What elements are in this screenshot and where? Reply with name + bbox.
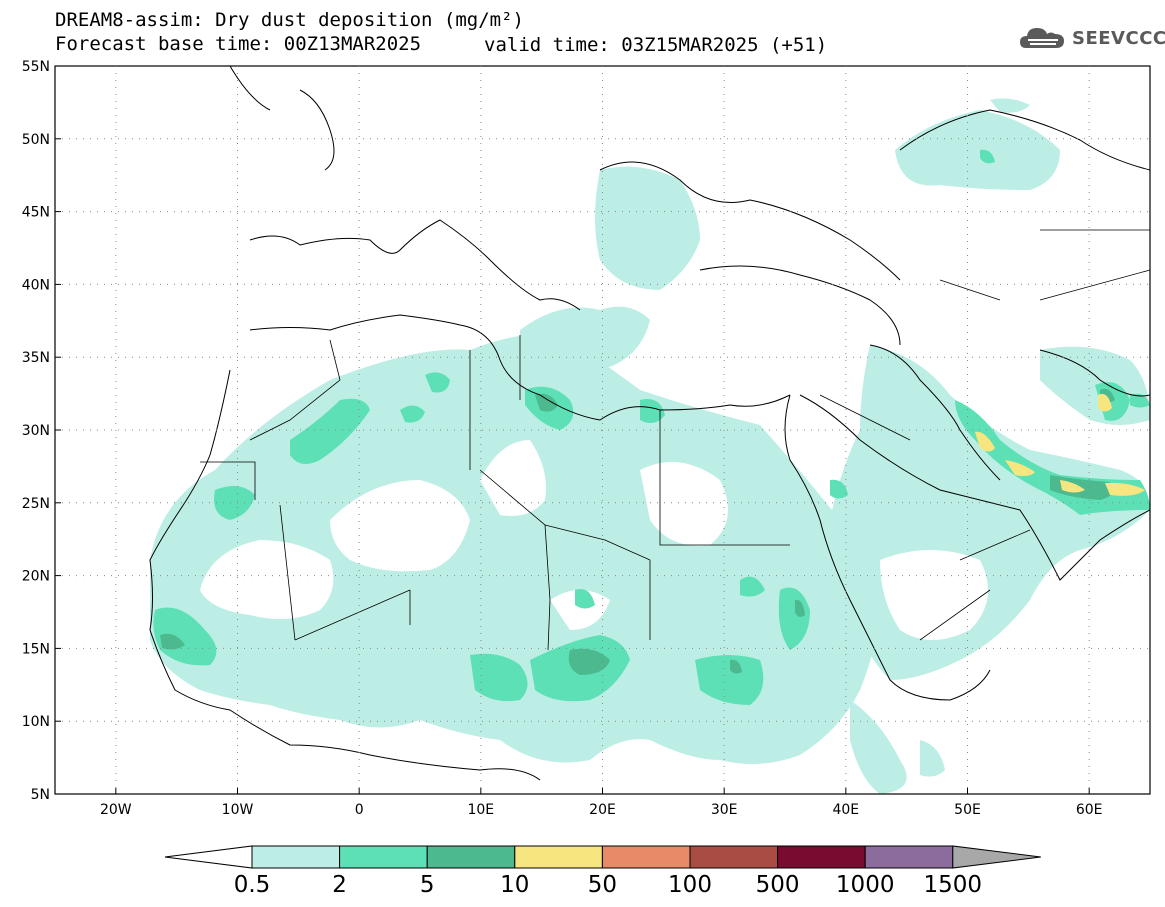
- lat-tick-label: 5N: [31, 787, 50, 803]
- contour-level-10: [975, 393, 1145, 496]
- colorbar-label: 500: [756, 872, 800, 898]
- logo-text: SEEVCCC: [1072, 27, 1165, 49]
- country-borders: [200, 229, 1150, 651]
- dust-contours: [150, 98, 1150, 794]
- colorbar-segment: [514, 845, 603, 869]
- lon-axis: 20W 10W 0 10E 20E 30E 40E 50E 60E: [100, 788, 1103, 818]
- colorbar-label: 5: [420, 872, 435, 898]
- forecast-base-time: Forecast base time: 00Z13MAR2025: [55, 33, 422, 55]
- lat-tick-label: 40N: [22, 277, 50, 293]
- lon-tick-label: 20E: [589, 802, 616, 818]
- colorbar-segment: [251, 845, 341, 869]
- lon-tick-label: 60E: [1076, 802, 1103, 818]
- lat-tick-label: 20N: [22, 569, 50, 585]
- colorbar-segment: [689, 845, 779, 869]
- colorbar-segment: [864, 845, 954, 869]
- colorbar-label: 50: [588, 872, 617, 898]
- lat-tick-label: 45N: [22, 205, 50, 221]
- map-title: DREAM8-assim: Dry dust deposition (mg/m²…: [55, 9, 524, 31]
- colorbar-label: 100: [668, 872, 712, 898]
- colorbar-under-arrow: [164, 845, 253, 869]
- colorbar-over-arrow: [952, 845, 1041, 869]
- seevccc-logo: SEEVCCC: [1018, 24, 1165, 52]
- lon-tick-label: 10E: [467, 802, 494, 818]
- colorbar-label: 10: [500, 872, 529, 898]
- colorbar-segment: [601, 845, 691, 869]
- colorbar-label: 1500: [924, 872, 983, 898]
- colorbar-segment: [777, 845, 866, 869]
- lat-tick-label: 35N: [22, 350, 50, 366]
- coastlines: [149, 66, 1150, 781]
- lat-tick-label: 15N: [22, 641, 50, 657]
- lon-tick-label: 50E: [954, 802, 981, 818]
- cloud-logo-icon: [1020, 28, 1064, 48]
- lon-tick-label: 40E: [832, 802, 859, 818]
- lon-tick-label: 0: [355, 802, 364, 818]
- lat-tick-label: 25N: [22, 496, 50, 512]
- lon-tick-label: 10W: [222, 802, 254, 818]
- lat-tick-label: 10N: [22, 714, 50, 730]
- lat-tick-label: 55N: [22, 59, 50, 75]
- map-grid: [55, 66, 1150, 794]
- lon-tick-label: 20W: [100, 802, 132, 818]
- lon-tick-label: 30E: [711, 802, 738, 818]
- colorbar: 0.5 2 5 10 50 100 500 1000 1500: [164, 845, 1041, 898]
- contour-gaps: [200, 440, 988, 640]
- colorbar-label: 0.5: [234, 872, 271, 898]
- colorbar-label: 2: [332, 872, 347, 898]
- lat-tick-label: 50N: [22, 132, 50, 148]
- valid-time: valid time: 03Z15MAR2025 (+51): [484, 34, 828, 56]
- colorbar-label: 1000: [836, 872, 895, 898]
- colorbar-segment: [426, 845, 516, 869]
- colorbar-segment: [339, 845, 428, 869]
- lat-tick-label: 30N: [22, 423, 50, 439]
- lat-axis: 55N 50N 45N 40N 35N 30N 25N 20N 15N 10N 5N: [22, 59, 61, 803]
